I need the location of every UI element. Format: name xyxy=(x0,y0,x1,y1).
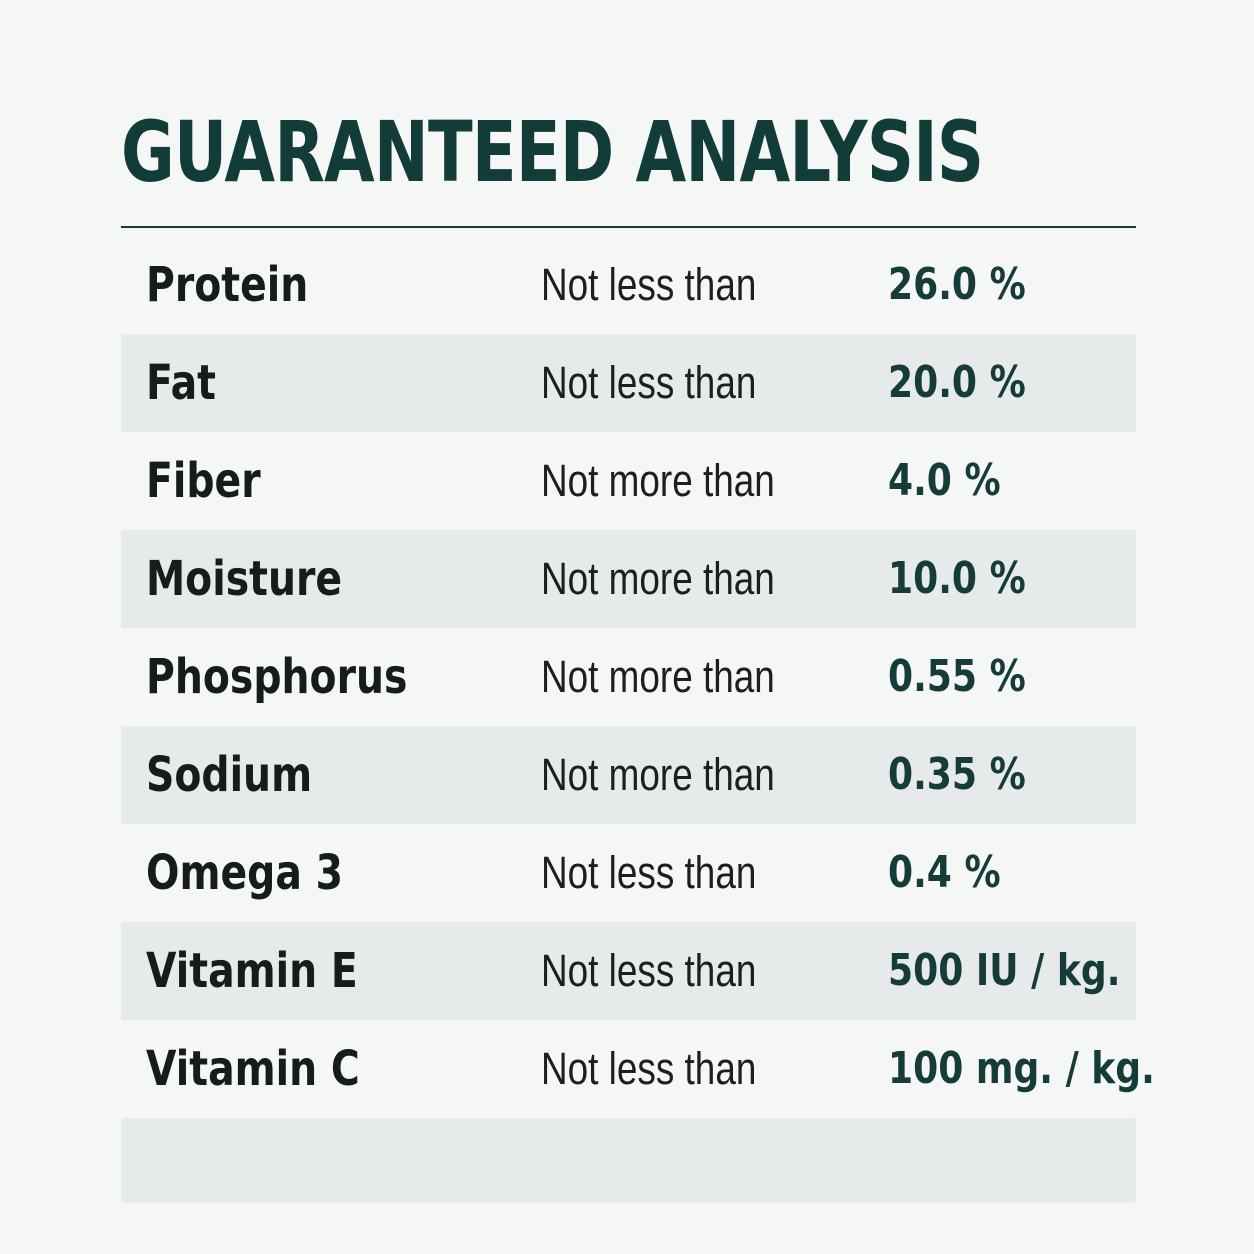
nutrient-qualifier: Not more than xyxy=(541,455,775,506)
nutrient-qualifier: Not more than xyxy=(541,553,775,604)
table-row: Omega 3 Not less than 0.4 % xyxy=(121,824,1136,922)
table-row: Vitamin E Not less than 500 IU / kg. xyxy=(121,922,1136,1020)
nutrient-qualifier: Not more than xyxy=(541,651,775,702)
nutrient-name: Protein xyxy=(146,257,309,313)
nutrient-amount: 4.0 % xyxy=(888,455,1001,506)
table-row: Protein Not less than 26.0 % xyxy=(121,236,1136,334)
nutrient-amount: 0.55 % xyxy=(888,651,1026,702)
nutrient-amount: 20.0 % xyxy=(888,357,1026,408)
table-row: Phosphorus Not more than 0.55 % xyxy=(121,628,1136,726)
nutrient-name: Phosphorus xyxy=(146,649,408,705)
nutrient-amount: 0.35 % xyxy=(888,749,1026,800)
table-row: Fiber Not more than 4.0 % xyxy=(121,432,1136,530)
nutrient-name: Fat xyxy=(146,355,216,411)
nutrient-amount: 26.0 % xyxy=(888,259,1026,310)
table-row: Sodium Not more than 0.35 % xyxy=(121,726,1136,824)
nutrient-name: Sodium xyxy=(146,747,313,803)
nutrient-qualifier: Not less than xyxy=(541,847,757,898)
nutrient-name: Vitamin E xyxy=(146,943,358,999)
empty-footer-bar xyxy=(121,1118,1136,1203)
page-title: GUARANTEED ANALYSIS xyxy=(121,103,984,201)
title-divider xyxy=(121,226,1136,228)
nutrient-amount: 500 IU / kg. xyxy=(888,945,1121,996)
nutrient-qualifier: Not less than xyxy=(541,357,757,408)
nutrient-qualifier: Not less than xyxy=(541,1043,757,1094)
guaranteed-analysis-panel: GUARANTEED ANALYSIS Protein Not less tha… xyxy=(121,0,1155,1254)
nutrient-amount: 100 mg. / kg. xyxy=(888,1043,1155,1094)
table-row: Moisture Not more than 10.0 % xyxy=(121,530,1136,628)
nutrient-qualifier: Not more than xyxy=(541,749,775,800)
nutrient-amount: 0.4 % xyxy=(888,847,1001,898)
nutrient-name: Omega 3 xyxy=(146,845,343,901)
nutrient-name: Vitamin C xyxy=(146,1041,360,1097)
nutrient-name: Moisture xyxy=(146,551,343,607)
table-row: Fat Not less than 20.0 % xyxy=(121,334,1136,432)
analysis-table: Protein Not less than 26.0 % Fat Not les… xyxy=(121,236,1155,1118)
nutrient-name: Fiber xyxy=(146,453,261,509)
table-row: Vitamin C Not less than 100 mg. / kg. xyxy=(121,1020,1155,1118)
nutrient-qualifier: Not less than xyxy=(541,259,757,310)
nutrient-amount: 10.0 % xyxy=(888,553,1026,604)
nutrient-qualifier: Not less than xyxy=(541,945,757,996)
